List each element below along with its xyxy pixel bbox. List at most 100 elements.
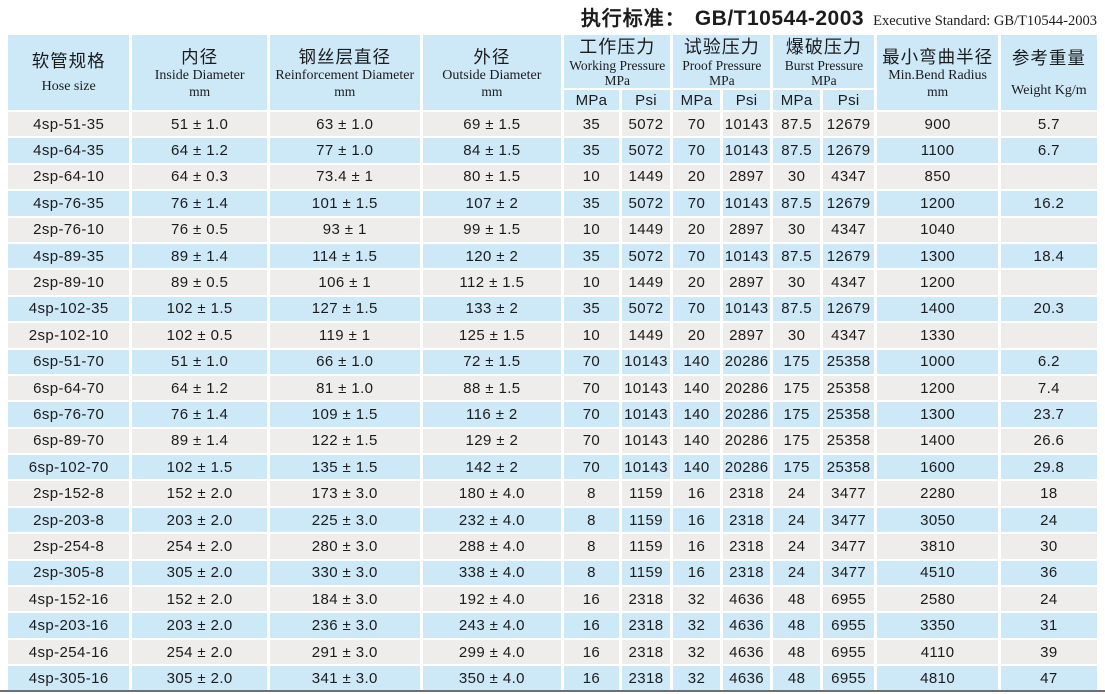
table-cell: 64 ± 1.2	[132, 375, 267, 401]
table-cell: 87.5	[773, 112, 820, 137]
table-cell: 25358	[822, 402, 875, 427]
table-cell: 2280	[877, 481, 998, 506]
col-header-inside-diameter-zh: 内径	[181, 47, 219, 67]
table-cell: 5072	[621, 243, 671, 269]
table-cell: 5072	[621, 138, 671, 163]
table-cell: 64 ± 0.3	[132, 164, 267, 190]
table-cell: 77 ± 1.0	[269, 138, 420, 163]
table-cell: 24	[773, 560, 820, 586]
table-cell: 32	[673, 613, 720, 638]
table-cell: 152 ± 2.0	[132, 587, 267, 612]
col-header-proof-pressure-zh: 试验压力	[683, 36, 760, 57]
table-cell: 87.5	[773, 191, 820, 216]
table-cell: 20.3	[1000, 296, 1097, 322]
table-cell: 8	[564, 507, 619, 533]
table-cell: 23.7	[1000, 402, 1097, 427]
table-cell: 2318	[621, 666, 671, 691]
cell-hose-size: 4sp-51-35	[8, 112, 130, 137]
table-cell: 133 ± 2	[422, 296, 562, 322]
table-cell: 30	[773, 164, 820, 190]
table-cell: 70	[564, 402, 619, 427]
table-cell: 20	[673, 164, 720, 190]
col-header-weight-zh: 参考重量	[1011, 47, 1086, 68]
table-cell: 70	[673, 191, 720, 216]
table-cell: 900	[877, 112, 998, 137]
table-cell: 175	[773, 428, 820, 454]
table-cell: 30	[773, 270, 820, 295]
table-cell: 29.8	[1000, 455, 1097, 480]
table-cell: 254 ± 2.0	[132, 639, 267, 665]
table-cell: 70	[673, 243, 720, 269]
bottom-border-line	[0, 690, 1105, 692]
table-cell: 254 ± 2.0	[132, 534, 267, 559]
cell-hose-size: 4sp-152-16	[8, 587, 130, 612]
table-cell: 20	[673, 270, 720, 295]
table-cell: 10143	[722, 138, 771, 163]
table-cell: 36	[1000, 560, 1097, 586]
cell-hose-size: 2sp-64-10	[8, 164, 130, 190]
table-cell: 16	[564, 613, 619, 638]
table-cell: 30	[773, 323, 820, 348]
table-cell: 106 ± 1	[269, 270, 420, 295]
col-header-outside-diameter-en: Outside Diameter	[442, 68, 542, 83]
table-cell: 2318	[621, 613, 671, 638]
table-cell: 1600	[877, 455, 998, 480]
table-cell: 12679	[822, 138, 875, 163]
table-cell: 10143	[722, 191, 771, 216]
table-cell: 48	[773, 613, 820, 638]
table-cell: 12679	[822, 191, 875, 216]
table-cell: 140	[673, 349, 720, 374]
table-cell: 80 ± 1.5	[422, 164, 562, 190]
table-cell: 4636	[722, 613, 771, 638]
table-cell: 1449	[621, 217, 671, 242]
table-cell: 2318	[621, 587, 671, 612]
table-cell: 69 ± 1.5	[422, 112, 562, 137]
table-cell: 39	[1000, 639, 1097, 665]
standard-value: GB/T10544-2003	[694, 7, 865, 30]
table-cell: 48	[773, 666, 820, 691]
table-cell	[1000, 323, 1097, 348]
table-cell: 1400	[877, 296, 998, 322]
cell-hose-size: 4sp-64-35	[8, 138, 130, 163]
subheader-proof-pressure-psi: Psi	[722, 90, 771, 110]
col-header-reinforcement-diameter-unit: mm	[334, 84, 356, 99]
table-cell: 1159	[621, 507, 671, 533]
table-cell: 119 ± 1	[269, 323, 420, 348]
table-cell: 850	[877, 164, 998, 190]
table-cell: 66 ± 1.0	[269, 349, 420, 374]
subheader-working-pressure-psi: Psi	[621, 90, 671, 110]
table-cell: 30	[1000, 534, 1097, 559]
cell-hose-size: 4sp-254-16	[8, 639, 130, 665]
table-cell: 70	[564, 428, 619, 454]
table-cell: 70	[564, 375, 619, 401]
table-cell: 84 ± 1.5	[422, 138, 562, 163]
table-cell: 1449	[621, 164, 671, 190]
table-cell: 25358	[822, 428, 875, 454]
table-cell	[1000, 164, 1097, 190]
table-cell: 3477	[822, 481, 875, 506]
table-row: 6sp-76-70 76 ± 1.4 109 ± 1.5 116 ± 2 70 10143…	[8, 402, 1097, 427]
table-cell: 5.7	[1000, 112, 1097, 137]
table-cell: 1300	[877, 402, 998, 427]
table-row: 4sp-102-35 102 ± 1.5 127 ± 1.5 133 ± 2 35 507…	[8, 296, 1097, 322]
table-row: 4sp-89-35 89 ± 1.4 114 ± 1.5 120 ± 2 35 5072 7…	[8, 243, 1097, 269]
table-cell: 87.5	[773, 243, 820, 269]
table-cell: 4636	[722, 639, 771, 665]
table-cell: 1159	[621, 481, 671, 506]
col-header-proof-pressure-unit: MPa	[709, 72, 735, 88]
table-cell: 6955	[822, 587, 875, 612]
table-cell: 4347	[822, 164, 875, 190]
table-cell: 140	[673, 402, 720, 427]
table-cell: 350 ± 4.0	[422, 666, 562, 691]
table-cell: 76 ± 0.5	[132, 217, 267, 242]
table-cell: 2897	[722, 323, 771, 348]
table-cell: 12679	[822, 243, 875, 269]
col-header-min-bend-radius-unit: mm	[927, 84, 949, 99]
table-cell: 140	[673, 428, 720, 454]
cell-hose-size: 2sp-152-8	[8, 481, 130, 506]
table-cell: 102 ± 1.5	[132, 455, 267, 480]
col-header-inside-diameter: 内径 Inside Diameter mm	[132, 35, 267, 110]
table-cell: 3477	[822, 560, 875, 586]
table-cell: 20286	[722, 455, 771, 480]
table-cell: 203 ± 2.0	[132, 613, 267, 638]
